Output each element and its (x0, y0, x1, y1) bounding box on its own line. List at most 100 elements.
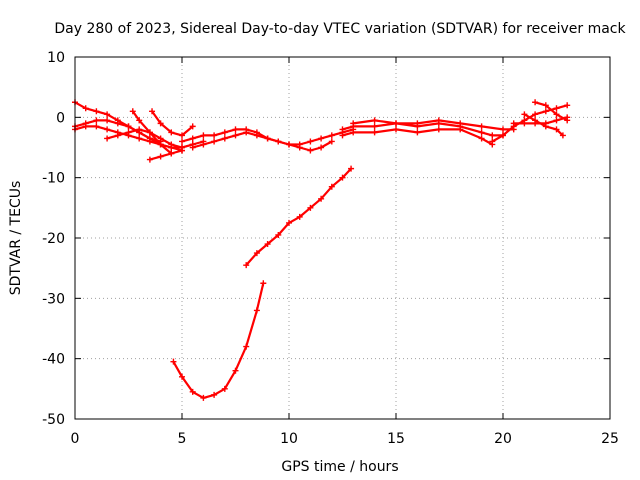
data-point (136, 126, 143, 133)
data-point (521, 111, 528, 118)
data-point (328, 183, 335, 190)
data-point (243, 262, 250, 269)
data-point (157, 120, 164, 127)
series-arc-17 (243, 165, 355, 269)
y-tick-label: 10 (47, 50, 65, 66)
data-point (478, 135, 485, 142)
data-point (532, 117, 539, 124)
grid (75, 57, 610, 419)
x-axis-label: GPS time / hours (281, 459, 398, 475)
x-tick-label: 0 (71, 431, 80, 447)
data-point (232, 132, 239, 139)
data-point (510, 120, 517, 127)
data-point (564, 102, 571, 109)
series-line (191, 128, 355, 149)
data-point (189, 388, 196, 395)
data-point (348, 165, 355, 172)
data-point (200, 132, 207, 139)
data-point (104, 117, 111, 124)
data-point (457, 120, 464, 127)
series-arc-9 (189, 126, 357, 151)
data-point (339, 126, 346, 133)
series-arc-8 (179, 126, 335, 154)
data-point (157, 135, 164, 142)
data-point (328, 138, 335, 145)
data-point (221, 129, 228, 136)
data-point (286, 141, 292, 148)
data-point (168, 141, 175, 148)
y-tick-label: -20 (42, 231, 65, 247)
data-point (146, 129, 153, 136)
data-point (318, 135, 325, 142)
data-point (553, 117, 560, 124)
series-line (148, 149, 184, 161)
data-point (82, 123, 89, 130)
data-point (371, 129, 378, 136)
series-arc-18 (170, 280, 267, 401)
y-tick-label: -40 (42, 352, 65, 368)
data-point (149, 108, 156, 115)
data-point (275, 138, 282, 145)
data-point (179, 132, 185, 139)
data-point (553, 126, 560, 133)
series-arc-7 (149, 108, 196, 139)
data-point (296, 213, 303, 220)
data-point (189, 123, 196, 130)
series-line (533, 101, 569, 122)
data-point (532, 99, 539, 106)
data-point (179, 373, 185, 380)
data-point (553, 105, 560, 112)
data-point (264, 241, 271, 248)
data-point (286, 219, 292, 226)
data-point (168, 150, 175, 157)
data-point (350, 129, 357, 136)
data-point (211, 391, 218, 398)
data-point (157, 141, 164, 148)
data-point (328, 132, 335, 139)
data-point (179, 138, 185, 145)
y-tick-label: 0 (56, 110, 65, 126)
data-point (146, 138, 153, 145)
data-series (72, 99, 571, 401)
data-point (200, 141, 207, 148)
data-point (146, 156, 153, 163)
data-point (339, 174, 346, 181)
data-point (168, 129, 175, 136)
data-point (104, 111, 111, 118)
series-arc-16 (532, 99, 571, 124)
data-point (211, 138, 218, 145)
series-arc-6 (146, 147, 185, 163)
data-point (189, 144, 196, 151)
x-tick-label: 5 (178, 431, 187, 447)
data-point (264, 135, 271, 142)
data-point (200, 394, 207, 401)
data-point (457, 126, 464, 133)
data-point (170, 358, 177, 365)
data-point (339, 132, 346, 139)
data-point (500, 132, 506, 139)
series-line (341, 122, 505, 137)
data-point (318, 195, 325, 202)
data-point (104, 126, 111, 133)
data-point (253, 250, 260, 257)
data-point (414, 120, 421, 127)
data-point (125, 129, 132, 136)
data-point (542, 108, 549, 115)
data-point (350, 120, 357, 127)
data-point (435, 117, 442, 124)
data-point (221, 385, 228, 392)
data-point (559, 132, 566, 139)
data-point (296, 141, 303, 148)
data-point (211, 132, 218, 139)
data-point (104, 135, 111, 142)
data-point (243, 343, 250, 350)
series-arc-12 (350, 117, 517, 133)
data-point (307, 138, 314, 145)
data-point (93, 117, 100, 124)
y-tick-label: -10 (42, 171, 65, 187)
series-arc-15 (521, 111, 566, 139)
data-point (393, 120, 399, 127)
series-arc-11 (339, 126, 496, 148)
data-point (189, 135, 196, 142)
data-point (125, 123, 132, 130)
